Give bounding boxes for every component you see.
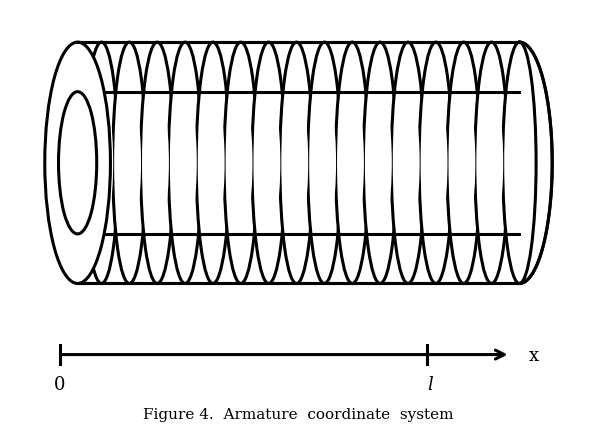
Ellipse shape xyxy=(480,92,503,234)
Ellipse shape xyxy=(146,92,169,234)
Ellipse shape xyxy=(475,43,508,284)
Polygon shape xyxy=(519,43,552,284)
Ellipse shape xyxy=(419,43,453,284)
Ellipse shape xyxy=(173,92,197,234)
Ellipse shape xyxy=(168,43,202,284)
Ellipse shape xyxy=(90,92,113,234)
Ellipse shape xyxy=(447,43,481,284)
Ellipse shape xyxy=(201,92,224,234)
Ellipse shape xyxy=(280,43,313,284)
Ellipse shape xyxy=(113,43,146,284)
Ellipse shape xyxy=(368,92,392,234)
Ellipse shape xyxy=(257,92,281,234)
Text: 0: 0 xyxy=(54,375,66,393)
Ellipse shape xyxy=(252,43,285,284)
Ellipse shape xyxy=(340,92,364,234)
Text: Figure 4.  Armature  coordinate  system: Figure 4. Armature coordinate system xyxy=(143,408,454,421)
Ellipse shape xyxy=(307,43,341,284)
Ellipse shape xyxy=(452,92,475,234)
Ellipse shape xyxy=(313,92,336,234)
Text: x: x xyxy=(530,346,539,364)
Ellipse shape xyxy=(118,92,141,234)
Text: l: l xyxy=(427,375,433,393)
Ellipse shape xyxy=(85,43,118,284)
Ellipse shape xyxy=(364,43,397,284)
Ellipse shape xyxy=(59,92,97,234)
Ellipse shape xyxy=(285,92,308,234)
Ellipse shape xyxy=(196,43,230,284)
Ellipse shape xyxy=(140,43,174,284)
Ellipse shape xyxy=(229,92,253,234)
Ellipse shape xyxy=(396,92,420,234)
Ellipse shape xyxy=(336,43,369,284)
Ellipse shape xyxy=(503,43,536,284)
Ellipse shape xyxy=(424,92,448,234)
Ellipse shape xyxy=(391,43,424,284)
Ellipse shape xyxy=(507,92,531,234)
Ellipse shape xyxy=(224,43,257,284)
Ellipse shape xyxy=(45,43,110,284)
